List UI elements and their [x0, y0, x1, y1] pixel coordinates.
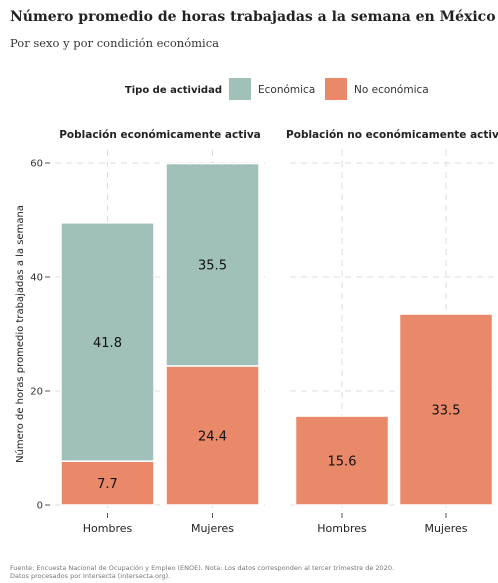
facet-title-activa: Población económicamente activa — [59, 129, 261, 141]
legend-label-economica: Económica — [258, 84, 315, 96]
bar-value-label: 41.8 — [93, 336, 122, 351]
bar-economica — [60, 222, 155, 462]
y-tick-label: 20 — [30, 387, 43, 398]
bar-value-label: 35.5 — [198, 259, 227, 274]
bar-value-label: 7.7 — [97, 477, 118, 492]
chart-subtitle: Por sexo y por condición económica — [10, 36, 219, 50]
facet-title-no-activa: Población no económicamente activa — [286, 129, 498, 141]
legend-title: Tipo de actividad — [125, 85, 222, 96]
bar-no-economica — [165, 365, 260, 506]
plot-area: 0 20 40 60 7.7 41.8 Hombres 24.4 35.5 Mujeres 15.6… — [30, 150, 498, 535]
y-tick-label: 60 — [30, 159, 43, 170]
y-tick-label: 40 — [30, 273, 43, 284]
bar-value-label: 33.5 — [432, 404, 461, 419]
legend-swatch-no-economica — [325, 78, 347, 100]
x-category-label: Mujeres — [424, 522, 467, 535]
x-category-label: Hombres — [317, 522, 367, 535]
legend-label-no-economica: No económica — [354, 84, 429, 96]
x-category-label: Hombres — [83, 522, 133, 535]
bar-no-economica — [294, 415, 390, 506]
legend-swatch-economica — [229, 78, 251, 100]
y-tick-label: 0 — [37, 501, 43, 512]
legend: Tipo de actividad Económica No económica — [125, 78, 429, 100]
source-line-2: Datos procesados por Intersecta (interse… — [10, 572, 170, 580]
bar-value-label: 15.6 — [328, 455, 357, 470]
x-category-label: Mujeres — [191, 522, 234, 535]
bar-value-label: 24.4 — [198, 429, 227, 444]
y-axis-label: Número de horas promedio trabajadas a la… — [14, 205, 26, 463]
source-line-1: Fuente: Encuesta Nacional de Ocupación y… — [10, 564, 394, 572]
bar-economica — [165, 162, 260, 367]
chart-title: Número promedio de horas trabajadas a la… — [10, 9, 496, 25]
bar-no-economica — [398, 313, 494, 506]
